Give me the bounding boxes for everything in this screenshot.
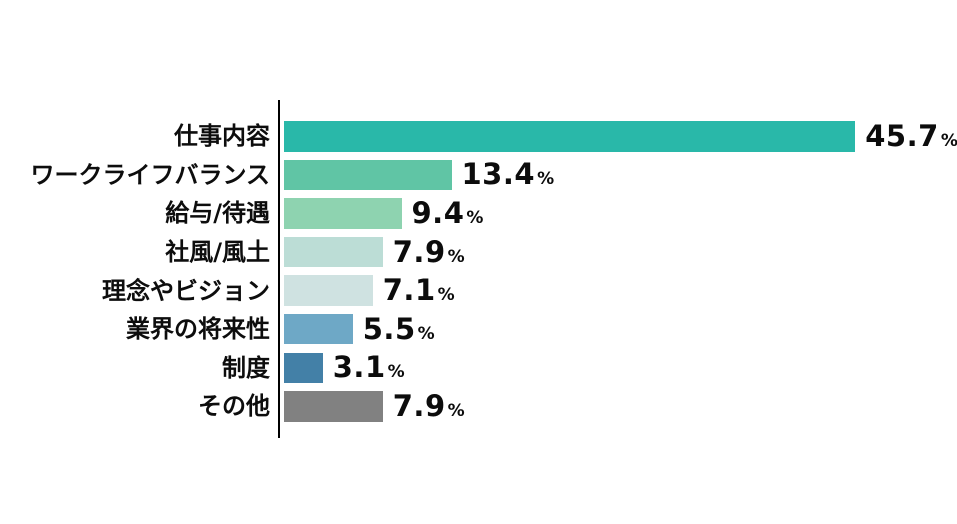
category-label: 理念やビジョン	[102, 276, 270, 305]
category-label: 仕事内容	[174, 122, 270, 151]
bar-area: 9.4%	[284, 198, 957, 229]
bar-area: 7.9%	[284, 234, 957, 269]
bar-row: 制度 3.1%	[0, 352, 957, 384]
category-label: 給与/待遇	[165, 199, 270, 228]
bar	[284, 391, 383, 422]
bar	[284, 121, 856, 152]
value-number: 5.5	[362, 311, 416, 346]
bar	[284, 313, 353, 345]
bar-row: ワークライフバランス 13.4%	[0, 159, 957, 191]
value-number: 7.9	[392, 234, 446, 269]
value-label: 9.4%	[411, 195, 484, 230]
bar	[284, 275, 373, 306]
bar-area: 7.1%	[284, 275, 957, 306]
value-number: 3.1	[332, 350, 386, 385]
value-number: 45.7	[865, 118, 939, 153]
bar-area: 13.4%	[284, 159, 957, 191]
y-axis-line	[278, 100, 280, 438]
bar-row: 社風/風土 7.9%	[0, 234, 957, 269]
percent-sign: %	[437, 285, 455, 306]
category-label: その他	[198, 392, 270, 421]
value-label: 7.9%	[392, 388, 465, 423]
percent-sign: %	[447, 400, 465, 421]
category-label: ワークライフバランス	[30, 160, 270, 189]
bar-row: 業界の将来性 5.5%	[0, 311, 957, 346]
bar-row: 仕事内容 45.7%	[0, 121, 957, 152]
value-label: 3.1%	[333, 353, 405, 382]
bar-area: 5.5%	[284, 311, 957, 346]
bar-area: 45.7%	[284, 121, 957, 152]
bar-row: 給与/待遇 9.4%	[0, 198, 957, 229]
bar-row: その他 7.9%	[0, 391, 957, 422]
bar-row: 理念やビジョン 7.1%	[0, 275, 957, 306]
bar	[284, 352, 323, 384]
value-number: 13.4	[461, 157, 536, 192]
value-number: 9.4	[411, 195, 465, 230]
value-number: 7.9	[392, 388, 446, 423]
value-label: 5.5%	[362, 311, 435, 346]
percent-sign: %	[387, 362, 405, 383]
category-label: 業界の将来性	[126, 315, 270, 344]
percent-sign: %	[537, 169, 555, 190]
bar-area: 7.9%	[284, 391, 957, 422]
chart-rows: 仕事内容 45.7% ワークライフバランス 13.4% 給与/待遇 9.4% 社風/風土 7.…	[0, 121, 957, 422]
bar-area: 3.1%	[284, 352, 957, 384]
value-label: 7.9%	[392, 234, 465, 269]
percent-sign: %	[417, 323, 435, 344]
bar	[284, 236, 383, 268]
percent-sign: %	[940, 130, 957, 151]
percent-sign: %	[447, 246, 465, 267]
category-label: 社風/風土	[165, 238, 270, 267]
value-number: 7.1	[382, 273, 436, 308]
percent-sign: %	[466, 207, 484, 228]
value-label: 45.7%	[865, 118, 957, 153]
bar	[284, 198, 402, 229]
bar	[284, 159, 452, 191]
category-label: 制度	[222, 353, 270, 382]
value-label: 13.4%	[462, 160, 555, 189]
value-label: 7.1%	[383, 276, 455, 305]
